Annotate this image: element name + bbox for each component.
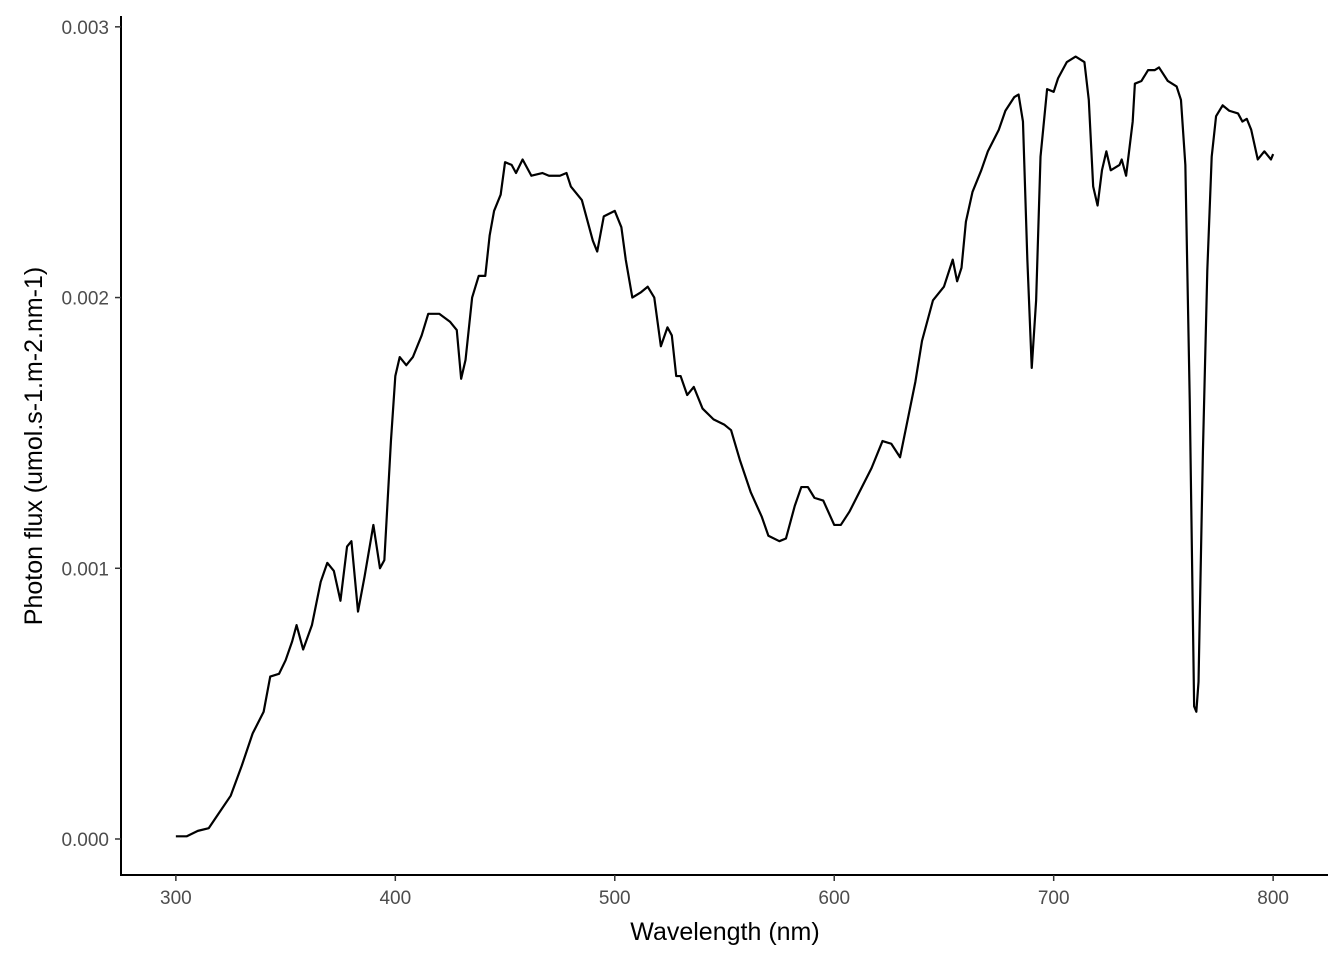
x-tick-label: 500 <box>599 888 631 909</box>
x-tick-label: 400 <box>379 888 411 909</box>
y-tick-label: 0.000 <box>61 830 109 851</box>
y-tick-label: 0.003 <box>61 18 109 39</box>
y-tick-label: 0.001 <box>61 559 109 580</box>
x-tick-label: 600 <box>818 888 850 909</box>
y-axis-title: Photon flux (umol.s-1.m-2.nm-1) <box>20 267 48 625</box>
x-axis-title: Wavelength (nm) <box>630 918 819 946</box>
data-line <box>175 55 1275 838</box>
y-tick-label: 0.002 <box>61 289 109 310</box>
x-tick-label: 300 <box>160 888 192 909</box>
x-tick-label: 800 <box>1257 888 1289 909</box>
x-tick-label: 700 <box>1038 888 1070 909</box>
